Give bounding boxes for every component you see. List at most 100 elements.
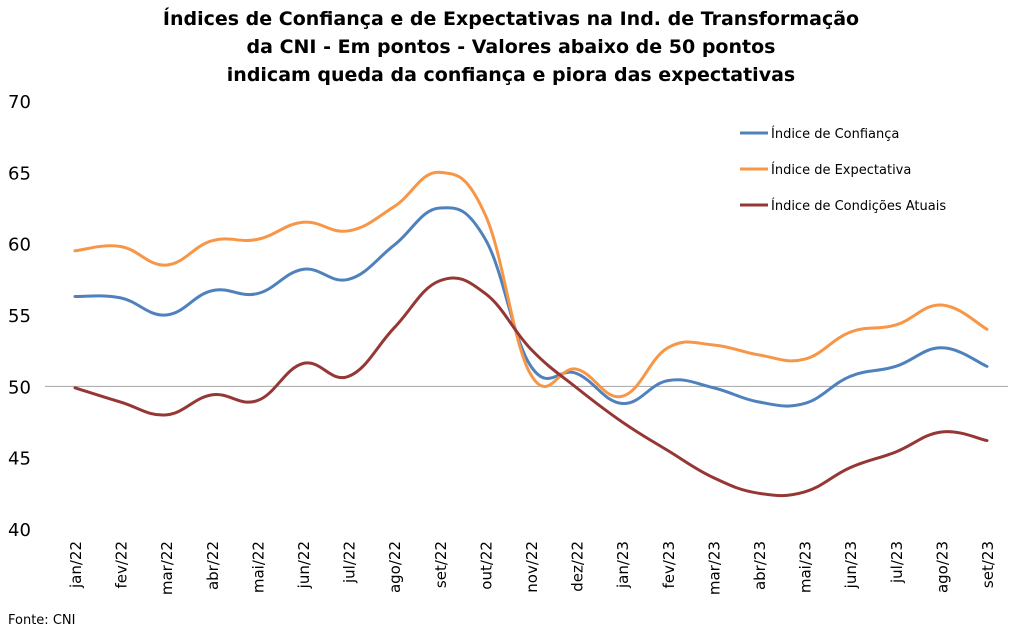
- data-point: [849, 331, 852, 334]
- x-tick-label: fev/23: [660, 541, 678, 589]
- data-point: [803, 358, 806, 361]
- data-point: [393, 244, 396, 247]
- x-tick-label: ago/22: [386, 541, 404, 593]
- data-point: [256, 238, 259, 241]
- data-point: [986, 439, 989, 442]
- data-point: [940, 346, 943, 349]
- x-tick-label: out/22: [477, 541, 495, 590]
- data-point: [758, 492, 761, 495]
- data-point: [210, 393, 213, 396]
- x-tick-label: dez/22: [569, 541, 587, 592]
- data-point: [849, 375, 852, 378]
- data-point: [347, 229, 350, 232]
- y-tick-label: 45: [8, 449, 31, 470]
- data-point: [758, 353, 761, 356]
- data-point: [621, 402, 624, 405]
- data-point: [666, 379, 669, 382]
- data-point: [210, 239, 213, 242]
- data-point: [530, 373, 533, 376]
- data-point: [484, 214, 487, 217]
- data-point: [530, 348, 533, 351]
- data-point: [210, 289, 213, 292]
- chart-title-line-3: indicam queda da confiança e piora das e…: [227, 64, 795, 86]
- x-axis: jan/22 fev/22 mar/22 abr/22 mai/22 jun/22 jul/…: [67, 541, 997, 595]
- x-tick-label: jul/23: [888, 541, 906, 584]
- data-point: [438, 207, 441, 210]
- x-tick-label: abr/22: [204, 541, 222, 590]
- data-point: [484, 292, 487, 295]
- data-point: [438, 171, 441, 174]
- data-point: [119, 401, 122, 404]
- data-point: [712, 386, 715, 389]
- x-tick-label: jun/23: [842, 541, 860, 589]
- data-point: [165, 314, 168, 317]
- data-point: [393, 326, 396, 329]
- legend-label-0: Índice de Confiança: [771, 126, 899, 142]
- legend-label-1: Índice de Expectativa: [771, 162, 911, 178]
- chart-title-line-1: Índices de Confiança e de Expectativas n…: [163, 7, 859, 30]
- data-point: [302, 268, 305, 271]
- chart-title-line-2: da CNI - Em pontos - Valores abaixo de 5…: [247, 36, 776, 58]
- data-point: [393, 205, 396, 208]
- data-point: [666, 346, 669, 349]
- x-tick-label: jan/22: [67, 541, 85, 589]
- legend-label-2: Índice de Condições Atuais: [771, 198, 946, 214]
- data-point: [712, 476, 715, 479]
- y-axis: 40 45 50 55 60 65 70: [8, 92, 31, 541]
- data-point: [666, 449, 669, 452]
- data-point: [940, 430, 943, 433]
- x-tick-label: set/22: [432, 541, 450, 588]
- x-tick-label: ago/23: [933, 541, 951, 593]
- data-point: [894, 323, 897, 326]
- data-point: [165, 264, 168, 267]
- y-tick-label: 55: [8, 306, 31, 327]
- data-point: [256, 292, 259, 295]
- data-point: [74, 295, 77, 298]
- source-note: Fonte: CNI: [8, 613, 75, 628]
- series-line-1: [73, 170, 989, 399]
- x-tick-label: mai/22: [249, 541, 267, 593]
- x-tick-label: mar/22: [158, 541, 176, 595]
- data-point: [119, 245, 122, 248]
- data-point: [530, 365, 533, 368]
- data-point: [74, 386, 77, 389]
- data-point: [849, 466, 852, 469]
- data-point: [940, 304, 943, 307]
- data-point: [347, 278, 350, 281]
- x-tick-label: mai/23: [797, 541, 815, 593]
- y-tick-label: 50: [8, 377, 31, 398]
- x-tick-label: fev/22: [113, 541, 131, 589]
- data-point: [986, 365, 989, 368]
- data-point: [302, 362, 305, 365]
- data-point: [894, 450, 897, 453]
- data-point: [986, 328, 989, 331]
- data-point: [758, 401, 761, 404]
- data-point: [74, 249, 77, 252]
- plot-series: [73, 170, 989, 498]
- y-tick-label: 60: [8, 235, 31, 256]
- x-tick-label: set/23: [979, 541, 997, 588]
- x-tick-label: jun/22: [295, 541, 313, 589]
- y-tick-label: 70: [8, 92, 31, 113]
- data-point: [575, 372, 578, 375]
- x-tick-label: abr/23: [751, 541, 769, 590]
- data-point: [803, 490, 806, 493]
- data-point: [165, 413, 168, 416]
- series-line-0: [73, 206, 989, 408]
- data-point: [803, 402, 806, 405]
- chart-title: Índices de Confiança e de Expectativas n…: [163, 7, 859, 86]
- data-point: [621, 395, 624, 398]
- data-point: [119, 296, 122, 299]
- y-tick-label: 65: [8, 163, 31, 184]
- x-tick-label: jan/23: [614, 541, 632, 589]
- x-tick-label: jul/22: [341, 541, 359, 584]
- data-point: [575, 386, 578, 389]
- x-tick-label: mar/23: [705, 541, 723, 595]
- data-point: [575, 368, 578, 371]
- data-point: [256, 399, 259, 402]
- series-line-2: [73, 276, 989, 498]
- legend: Índice de Confiança Índice de Expectativa…: [740, 126, 946, 214]
- data-point: [621, 421, 624, 424]
- data-point: [894, 365, 897, 368]
